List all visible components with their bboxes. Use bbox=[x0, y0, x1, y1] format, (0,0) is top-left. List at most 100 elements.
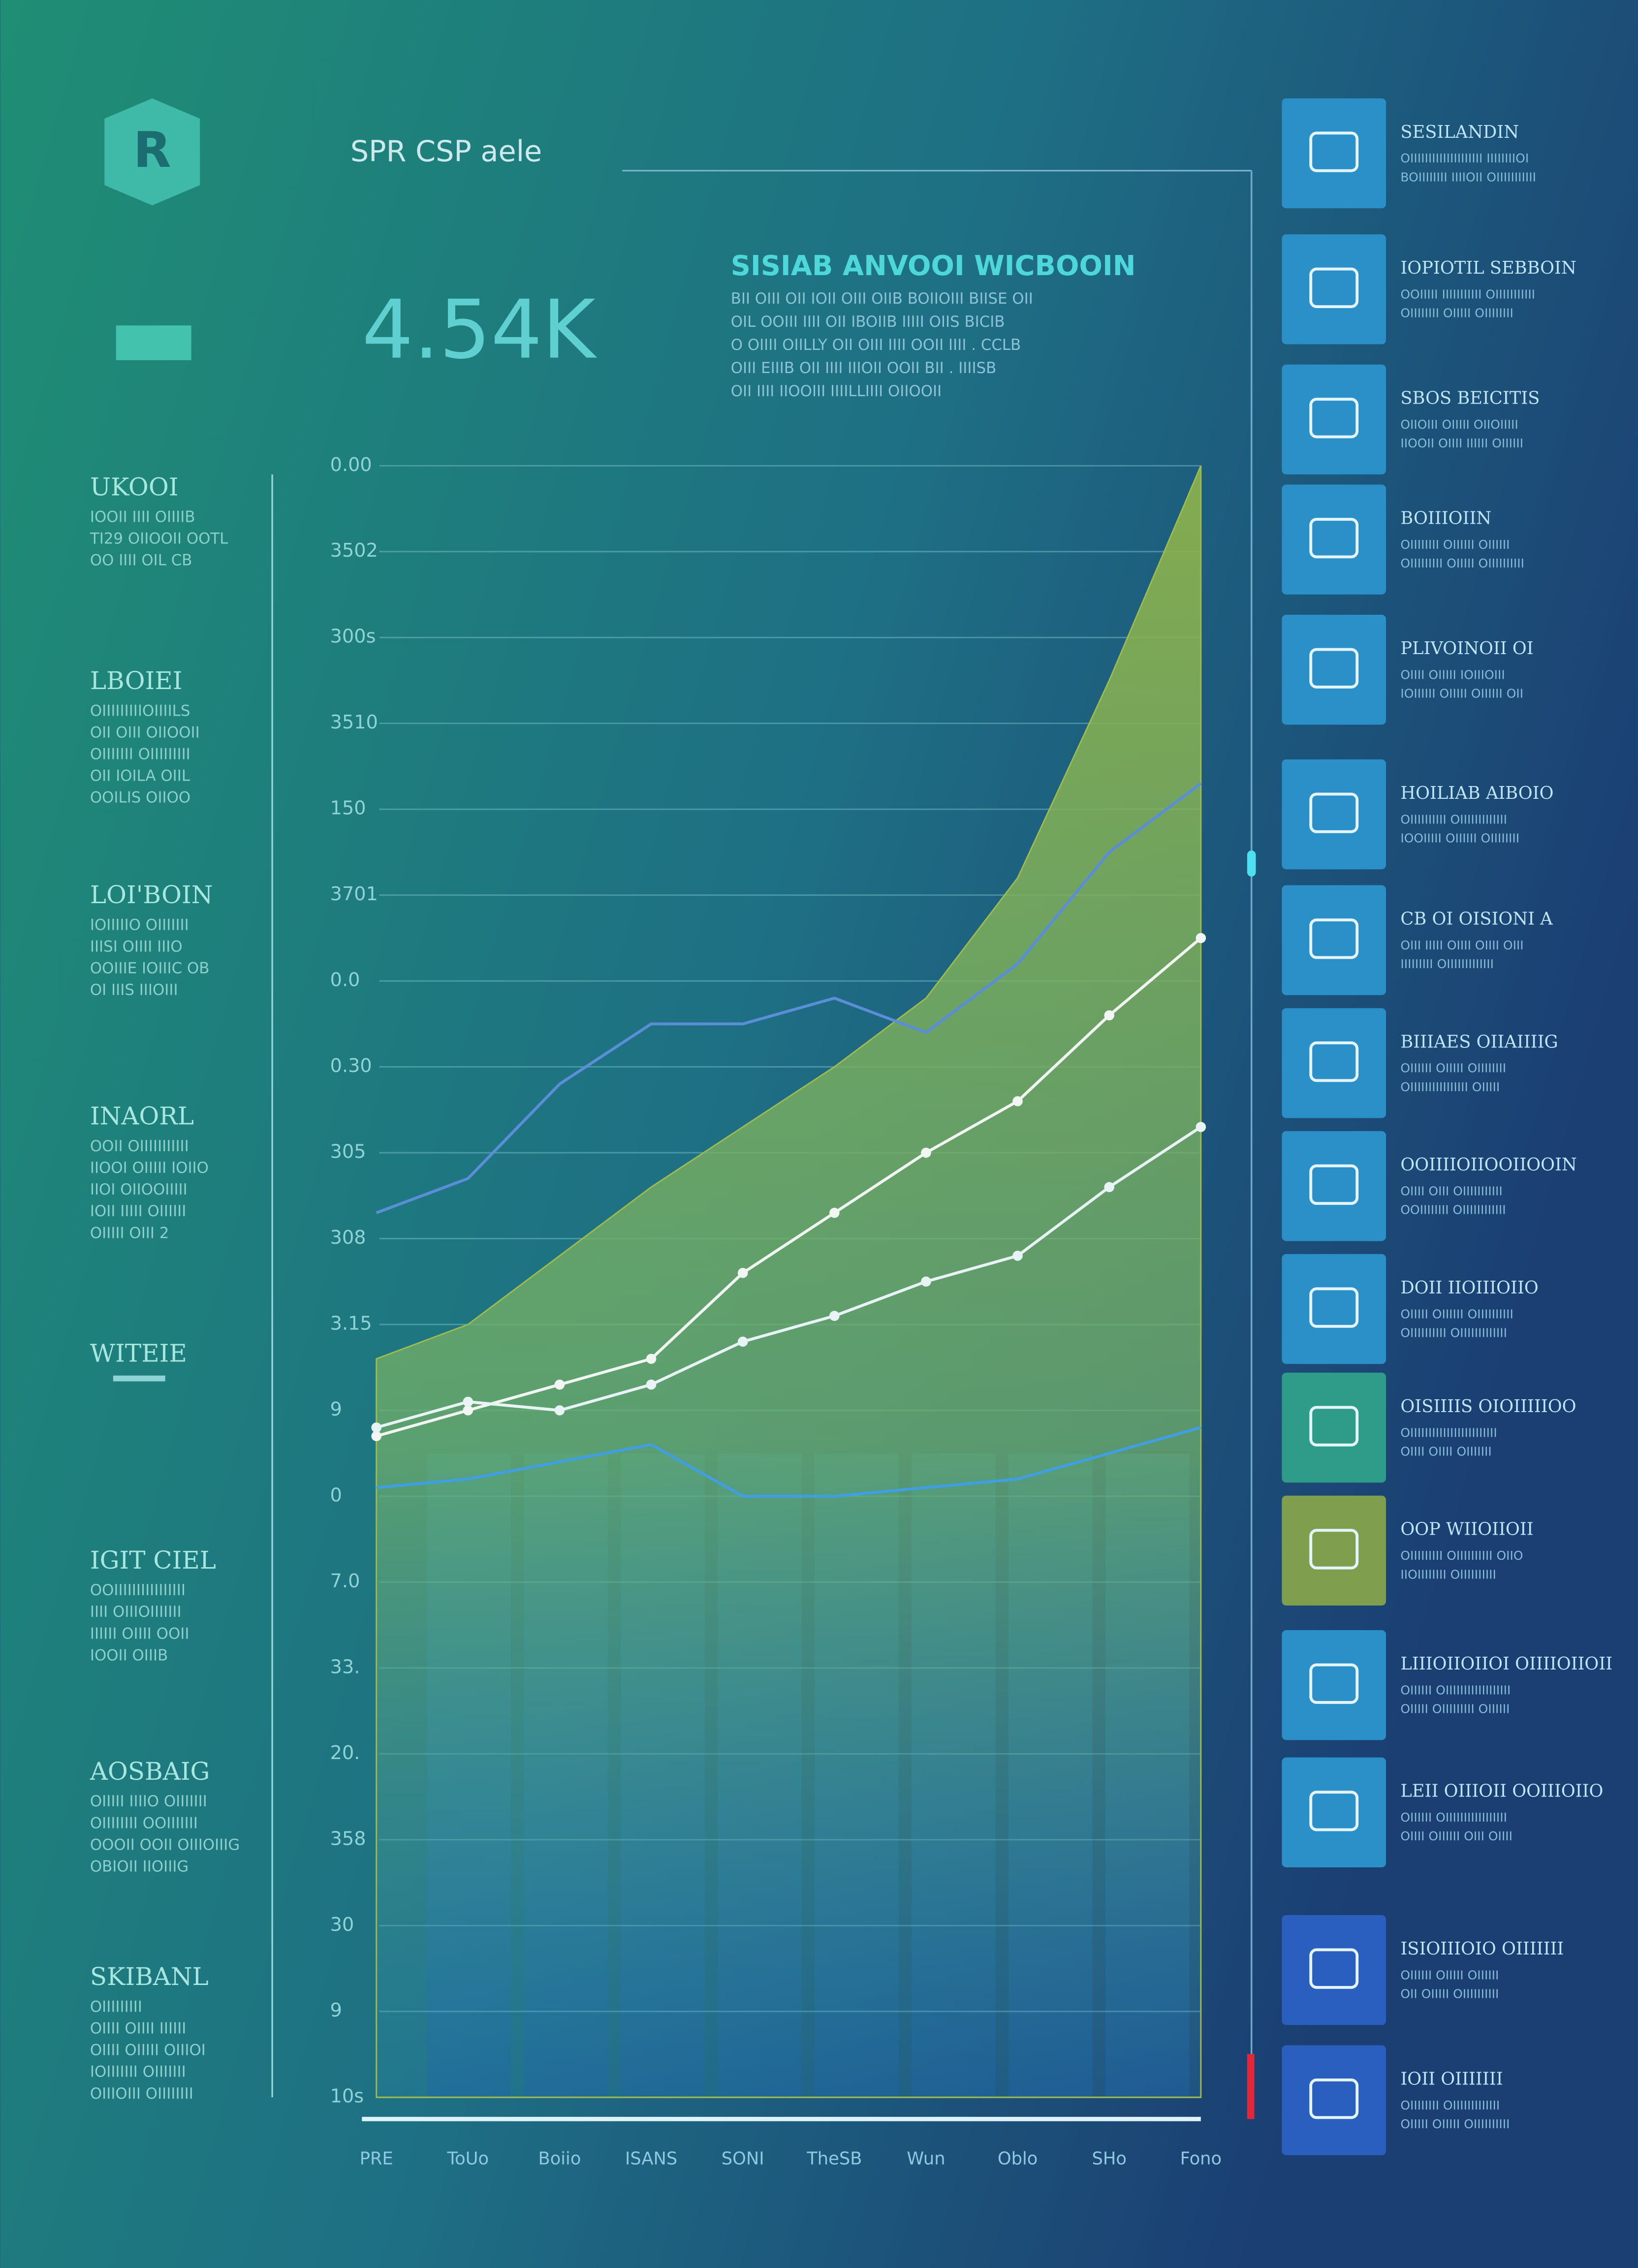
point bbox=[737, 1268, 748, 1278]
y-tick-label: 305 bbox=[330, 1141, 366, 1163]
y-tick-label: 0 bbox=[330, 1484, 342, 1506]
tile[interactable] bbox=[1282, 759, 1386, 870]
point bbox=[554, 1379, 565, 1390]
y-tick-label: 308 bbox=[330, 1227, 366, 1249]
tile-icon bbox=[1309, 1948, 1359, 1989]
tile[interactable] bbox=[1282, 364, 1386, 474]
stat-line: OIIII OIIIII OIIIOI bbox=[90, 2042, 206, 2059]
tile-icon bbox=[1309, 1406, 1359, 1447]
x-tick-label: Oblo bbox=[998, 2149, 1038, 2169]
tile[interactable] bbox=[1282, 2045, 1386, 2155]
stat-line: IIISI OIIII IIIO bbox=[90, 938, 183, 955]
x-tick-label: PRE bbox=[360, 2149, 393, 2169]
tile[interactable] bbox=[1282, 484, 1386, 595]
tile-line: IOOIIIII OIIIIII OIIIIIIII bbox=[1400, 831, 1519, 845]
scroll-thumb[interactable] bbox=[1247, 850, 1256, 877]
tile[interactable] bbox=[1282, 1131, 1386, 1241]
x-tick-label: SHo bbox=[1092, 2149, 1126, 2169]
tile-title: CB OI OISIONI A bbox=[1400, 909, 1553, 929]
tile-line: OIIIIIIIIIIIIIIII OIIIII bbox=[1400, 1080, 1500, 1094]
y-tick-label: 0.00 bbox=[330, 454, 372, 476]
tile-title: OOP WIIOIIOII bbox=[1400, 1519, 1533, 1540]
stat-line: OOIIIIIIIIIIIIIIII bbox=[90, 1581, 186, 1599]
tile[interactable] bbox=[1282, 1495, 1386, 1606]
tile[interactable] bbox=[1282, 885, 1386, 995]
point bbox=[646, 1354, 657, 1364]
tile-line: OIIIIII OIIIII OIIIIII bbox=[1400, 1968, 1499, 1982]
stat-line: OII OIII OIIOOII bbox=[90, 724, 200, 741]
point bbox=[829, 1207, 840, 1218]
stat-line: IIIIII OIIII OOII bbox=[90, 1625, 189, 1642]
underline bbox=[113, 1375, 165, 1382]
tile-title: IOII OIIIIIII bbox=[1400, 2069, 1503, 2089]
stat-line: OI IIIS IIIOIII bbox=[90, 981, 178, 999]
y-tick-label: 30 bbox=[330, 1914, 354, 1936]
y-tick-label: 20. bbox=[330, 1742, 360, 1764]
stat-title: LBOIEI bbox=[90, 666, 183, 695]
kpi-value: 4.54K bbox=[362, 283, 597, 377]
tile-title: DOII IIOIIIOIIO bbox=[1400, 1278, 1538, 1298]
tile-line: OIIII OIII OIIIIIIIIIII bbox=[1400, 1184, 1502, 1198]
tile[interactable] bbox=[1282, 98, 1386, 209]
point bbox=[921, 1276, 931, 1287]
stat-line: OOIIIE IOIIIC OB bbox=[90, 959, 210, 977]
tile-line: OIIIIIIIIIIIIIIIIIIIIIIII bbox=[1400, 1425, 1497, 1440]
description-line: O OIIII OIILLY OII OIII IIII OOII IIII .… bbox=[731, 336, 1021, 354]
tile[interactable] bbox=[1282, 614, 1386, 725]
tile-line: OII OIIIII OIIIIIIIIII bbox=[1400, 1987, 1499, 2001]
tile[interactable] bbox=[1282, 1630, 1386, 1740]
tile-title: SBOS BEICITIS bbox=[1400, 388, 1540, 409]
description-line: OII IIII IIOOIII IIIILLIIII OIIOOII bbox=[731, 382, 942, 400]
tile-icon bbox=[1309, 918, 1359, 959]
y-tick-label: 358 bbox=[330, 1828, 366, 1850]
tile-title: OOIIIIOIIOOIIOOIN bbox=[1400, 1155, 1576, 1175]
tile-icon bbox=[1309, 1663, 1359, 1704]
stat-line: OIIIOIII OIIIIIIII bbox=[90, 2085, 193, 2103]
stat-title: SKIBANL bbox=[90, 1962, 209, 1991]
tile-line: OIIIIII OIIIIIIIIIIIIIIIIII bbox=[1400, 1683, 1511, 1697]
tile-line: OIIOIII OIIIII OIIOIIIII bbox=[1400, 417, 1518, 432]
y-tick-label: 0.30 bbox=[330, 1055, 372, 1077]
y-tick-label: 9 bbox=[330, 1399, 342, 1420]
tile-line: OIIIIIIIIIIIIIIIIIIII IIIIIIIIOI bbox=[1400, 151, 1529, 165]
y-tick-label: 3701 bbox=[330, 883, 378, 905]
logo bbox=[104, 98, 200, 206]
tile-icon bbox=[1309, 1164, 1359, 1205]
tile-line: IIIIIIIII OIIIIIIIIIIIII bbox=[1400, 957, 1494, 971]
y-tick-label: 300s bbox=[330, 626, 376, 648]
point bbox=[463, 1396, 473, 1407]
description-line: BII OIII OII IOII OIII OIIB BOIIOIII BII… bbox=[731, 290, 1033, 308]
line bbox=[376, 1126, 1202, 1429]
y-tick-label: 3510 bbox=[330, 712, 378, 733]
tile[interactable] bbox=[1282, 1757, 1386, 1867]
tile-icon bbox=[1309, 2079, 1359, 2119]
tile[interactable] bbox=[1282, 1372, 1386, 1483]
tile-line: OIIIIIIII OIIIIII OIIIIII bbox=[1400, 537, 1510, 552]
tile[interactable] bbox=[1282, 1008, 1386, 1118]
tile-line: OIIII OIIIIII OIII OIIII bbox=[1400, 1829, 1512, 1843]
tile-line: OIIII OIIII OIIIIIII bbox=[1400, 1445, 1491, 1459]
point bbox=[554, 1405, 565, 1416]
point bbox=[1012, 1251, 1023, 1261]
point bbox=[1104, 1182, 1114, 1193]
x-tick-label: Boiio bbox=[538, 2149, 581, 2169]
description: BII OIII OII IOII OIII OIIB BOIIOIII BII… bbox=[731, 290, 1033, 400]
stat-line: IIII OIIIOIIIIIII bbox=[90, 1603, 182, 1621]
description-line: OIL OOIII IIII OII IBOIIB IIIII OIIS BIC… bbox=[731, 313, 1005, 331]
y-tick-label: 150 bbox=[330, 798, 366, 819]
tile[interactable] bbox=[1282, 1254, 1386, 1364]
y-tick-label: 33. bbox=[330, 1656, 360, 1678]
tile-title: HOILIAB AIBOIO bbox=[1400, 783, 1553, 803]
point bbox=[371, 1431, 382, 1442]
tile-line: IOIIIIII OIIIII OIIIIII OII bbox=[1400, 687, 1523, 701]
tile[interactable] bbox=[1282, 234, 1386, 345]
tile-line: OIIII OIIIII IOIIIOIII bbox=[1400, 667, 1505, 682]
tile-icon bbox=[1309, 792, 1359, 833]
stat-line: OOILIS OIIOO bbox=[90, 789, 190, 807]
x-tick-label: ToUo bbox=[447, 2149, 489, 2169]
description-line: OIII EIIIB OII IIII IIIOII OOII BII . II… bbox=[731, 359, 997, 377]
tile-line: IIOIIIIIIII OIIIIIIIIII bbox=[1400, 1567, 1496, 1581]
tile[interactable] bbox=[1282, 1915, 1386, 2025]
x-tick-label: TheSB bbox=[806, 2149, 862, 2169]
